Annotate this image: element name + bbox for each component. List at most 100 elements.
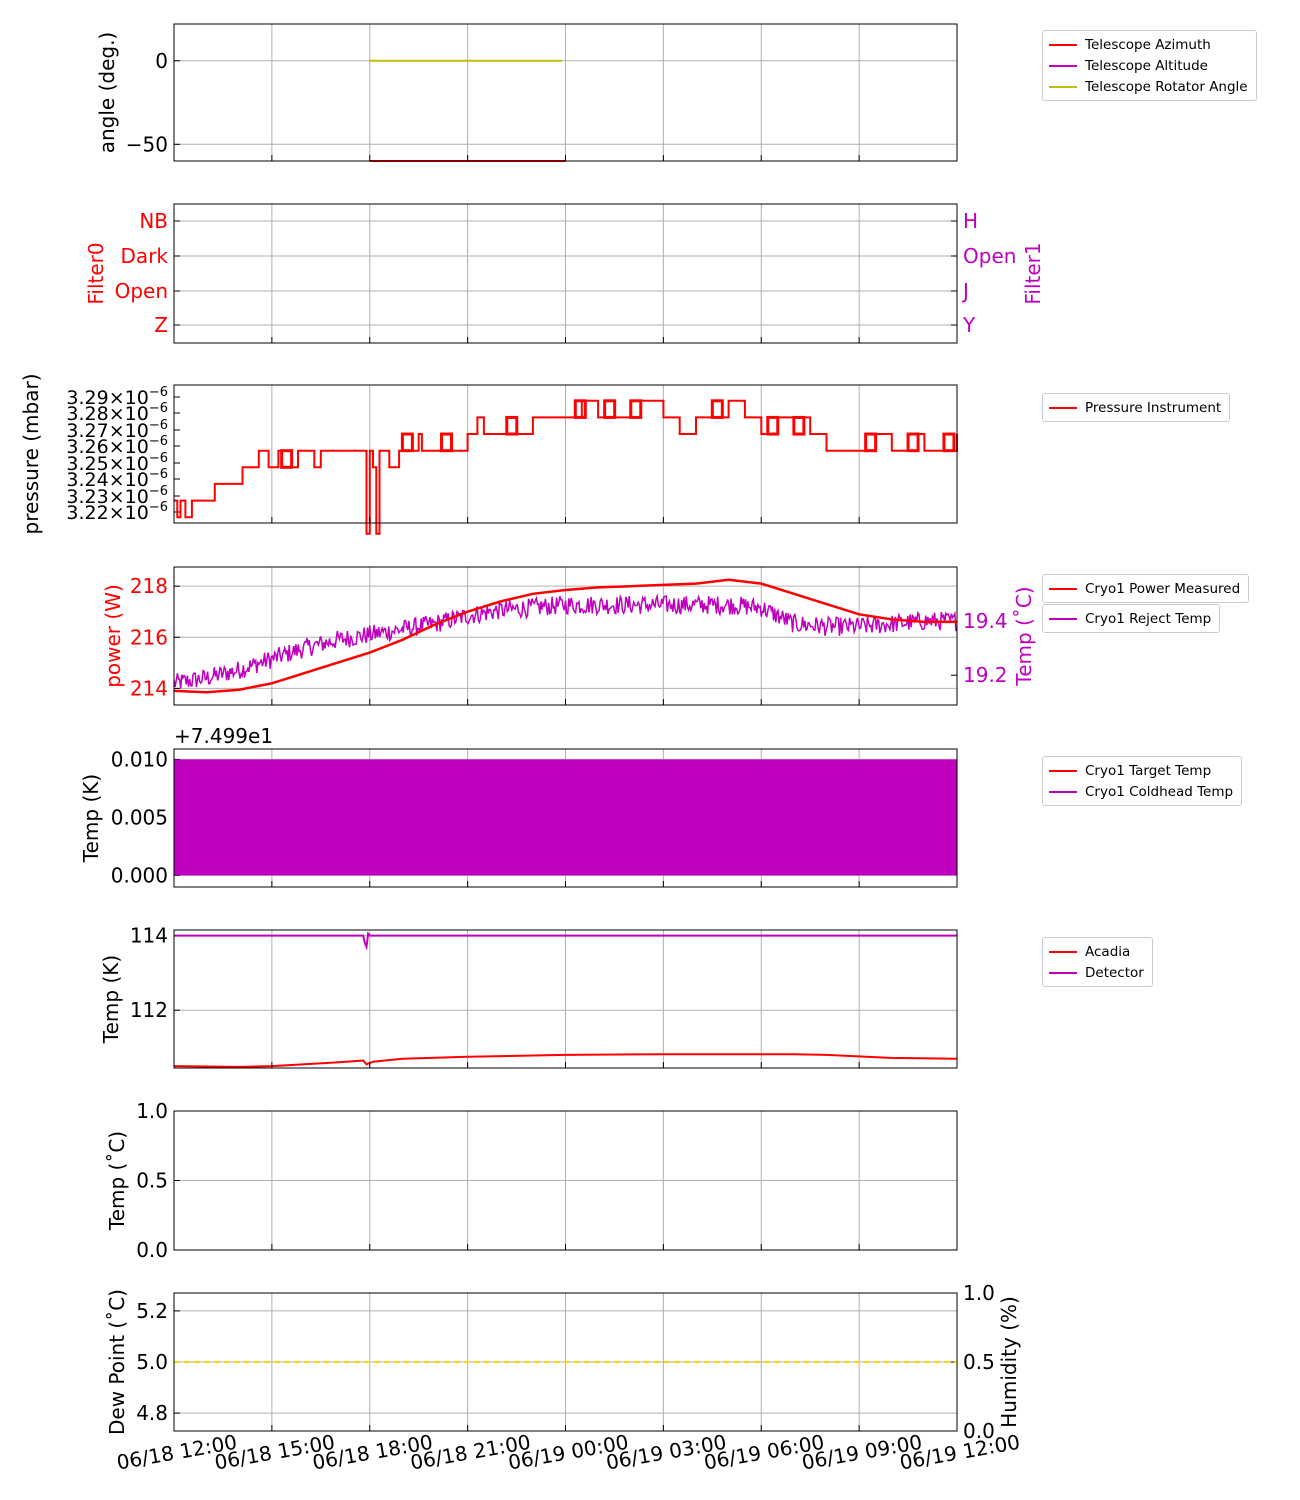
series-noise [280, 449, 294, 469]
legend-entry: Telescope Rotator Angle [1049, 76, 1248, 97]
y-axis-label: power (W) [101, 584, 125, 688]
legend: Telescope Azimuth Telescope Altitude Teles… [1042, 30, 1257, 101]
panel-detector-temp: 112 114 Temp (K) [99, 924, 958, 1069]
series-line [173, 1053, 958, 1068]
legend-label: Detector [1085, 964, 1144, 981]
plot-frame [173, 929, 958, 1069]
plot-frame [173, 384, 958, 524]
y-tick-label: 218 [130, 574, 168, 598]
legend-label: Telescope Altitude [1085, 57, 1208, 74]
y-tick-label: 3.29×10−6 [66, 385, 168, 409]
legend-entry: Cryo1 Target Temp [1049, 760, 1233, 781]
plot-frame [173, 1292, 958, 1432]
legend-swatch [1049, 950, 1077, 953]
y-axis-label: angle (deg.) [95, 32, 119, 154]
legend-entry: Detector [1049, 962, 1144, 983]
y-tick-label: 0.5 [136, 1169, 168, 1193]
series-noise [400, 432, 414, 453]
series-noise [864, 432, 878, 453]
y-tick-label: 112 [130, 998, 168, 1022]
legend-entry: Cryo1 Power Measured [1049, 578, 1240, 599]
legend-entry: Pressure Instrument [1049, 397, 1221, 418]
y-tick-label-right: J [961, 279, 969, 303]
legend-swatch [1049, 971, 1077, 974]
legend: Cryo1 Reject Temp [1042, 604, 1221, 633]
legend-label: Cryo1 Reject Temp [1085, 610, 1212, 627]
y-axis-label-right: Filter1 [1021, 242, 1045, 304]
y-tick-label: 5.0 [136, 1350, 168, 1374]
series-noise [603, 399, 617, 419]
y-axis-label-right: Temp (˚C) [1012, 586, 1036, 686]
y-tick-label: Dark [121, 244, 169, 268]
y-axis-label: Temp (K) [79, 774, 103, 863]
legend-swatch [1049, 587, 1077, 590]
series-noise [906, 432, 920, 453]
legend-swatch [1049, 64, 1077, 67]
legend-label: Cryo1 Power Measured [1085, 580, 1241, 597]
series-noise [629, 399, 643, 419]
y-tick-label: Open [115, 279, 168, 303]
y-tick-label: 0.005 [111, 805, 168, 829]
y-tick-label: 0 [155, 49, 168, 73]
y-tick-label-right: 19.2 [963, 663, 1008, 687]
plot-frame [173, 748, 958, 888]
y-tick-label: 214 [130, 676, 168, 700]
series-noise [792, 415, 806, 436]
panel-dewpoint: 4.8 5.0 5.2 0.0 0.5 1.0 Dew Point (˚C) Humidity… [105, 1281, 1022, 1474]
series-noise [942, 432, 956, 453]
series-noise [573, 399, 587, 419]
legend-swatch [1049, 617, 1077, 620]
series-noise [440, 432, 454, 453]
panel-cryo-power: 214 216 218 19.2 19.4 power (W) Temp (˚C) [101, 566, 1036, 706]
y-tick-label: 0.010 [111, 747, 168, 771]
plot-frame [173, 566, 958, 706]
y-tick-label: −50 [126, 132, 168, 156]
panel-ambient-temp: 0.0 0.5 1.0 Temp (˚C) [105, 1099, 958, 1262]
y-tick-label-right: 0.0 [963, 1419, 995, 1443]
y-tick-label: 5.2 [136, 1299, 168, 1323]
y-tick-label: 0.000 [111, 863, 168, 887]
legend-swatch [1049, 406, 1077, 409]
y-tick-label: NB [139, 209, 168, 233]
legend-label: Cryo1 Coldhead Temp [1085, 783, 1234, 800]
y-tick-label-right: 19.4 [963, 609, 1008, 633]
legend-label: Telescope Azimuth [1085, 36, 1211, 53]
y-tick-label-right: Open [963, 244, 1016, 268]
panel-telescope: 0 −50 angle (deg.) [95, 23, 958, 162]
legend-entry: Cryo1 Coldhead Temp [1049, 781, 1233, 802]
y-tick-label: 4.8 [136, 1401, 168, 1425]
series-noise [766, 415, 780, 436]
y-axis-label: pressure (mbar) [19, 373, 43, 534]
y-tick-label-right: Y [962, 313, 976, 337]
y-tick-label-right: H [963, 209, 978, 233]
legend-label: Acadia [1085, 943, 1131, 960]
legend: Pressure Instrument [1042, 393, 1231, 422]
y-tick-label-right: 0.5 [963, 1350, 995, 1374]
legend-entry: Telescope Azimuth [1049, 34, 1248, 55]
y-tick-label: 0.0 [136, 1238, 168, 1262]
series-line [174, 593, 957, 689]
y-axis-label: Temp (˚C) [105, 1131, 129, 1231]
legend-swatch [1049, 790, 1077, 793]
legend-entry: Cryo1 Reject Temp [1049, 608, 1211, 629]
legend-label: Telescope Rotator Angle [1085, 78, 1248, 95]
legend: Cryo1 Target Temp Cryo1 Coldhead Temp [1042, 756, 1243, 806]
axis-offset-label: +7.499e1 [174, 724, 273, 748]
y-axis-label-right: Humidity (%) [997, 1296, 1021, 1428]
legend: Cryo1 Power Measured [1042, 574, 1250, 603]
legend: Acadia Detector [1042, 937, 1153, 987]
legend-swatch [1049, 769, 1077, 772]
series-line [173, 578, 957, 694]
legend-entry: Acadia [1049, 941, 1144, 962]
y-tick-label: 1.0 [136, 1099, 168, 1123]
y-axis-label: Temp (K) [99, 955, 123, 1044]
plot-frame [173, 23, 958, 162]
series-noise [710, 399, 724, 419]
y-tick-label: Z [154, 313, 168, 337]
legend-entry: Telescope Altitude [1049, 55, 1248, 76]
panel-pressure: 3.22×10−63.23×10−63.24×10−63.25×10−63.26… [19, 373, 958, 535]
series-band [174, 759, 957, 876]
legend-swatch [1049, 85, 1077, 88]
panel-cryo-temp: 0.000 0.005 0.010 Temp (K) +7.499e1 [79, 724, 958, 888]
